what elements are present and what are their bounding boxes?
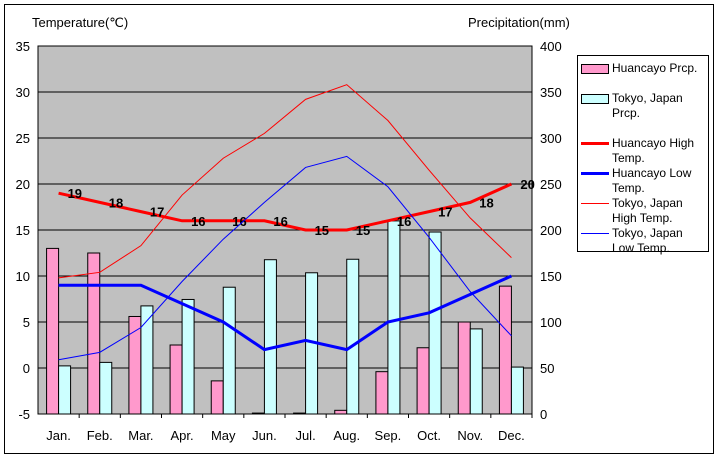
legend-item: Huancayo Low Temp.: [581, 166, 707, 196]
data-label: 15: [315, 223, 329, 238]
data-label: 20: [520, 177, 534, 192]
left-tick-label: 35: [16, 39, 30, 54]
legend-item: Tokyo, Japan Prcp.: [581, 91, 707, 121]
bar-tokyo-japan-prcp-: [428, 231, 442, 415]
right-tick-label: 400: [540, 39, 562, 54]
data-label: 19: [68, 186, 82, 201]
legend-swatch: [581, 226, 609, 241]
data-label: 16: [232, 214, 246, 229]
bar-tokyo-japan-prcp-: [222, 286, 236, 415]
legend-swatch: [581, 196, 609, 211]
bar-tokyo-japan-prcp-: [387, 220, 401, 415]
data-label: 18: [479, 195, 493, 210]
legend-label: Huancayo Prcp.: [612, 61, 698, 75]
legend-label: Tokyo, Japan High Temp.: [612, 196, 683, 225]
legend-item: Tokyo, Japan High Temp.: [581, 196, 707, 226]
data-label: 16: [191, 214, 205, 229]
bar-tokyo-japan-prcp-: [58, 365, 72, 415]
left-tick-label: 5: [23, 315, 30, 330]
legend-label: Tokyo, Japan Low Temp.: [612, 226, 683, 255]
legend: Huancayo Prcp. Tokyo, Japan Prcp. Huancayo…: [577, 55, 709, 255]
right-tick-label: 100: [540, 315, 562, 330]
left-tick-label: 20: [16, 177, 30, 192]
left-axis-title: Temperature(℃): [32, 15, 128, 30]
line-huancayo-high-temp-: [58, 182, 513, 232]
data-label: 18: [109, 195, 123, 210]
right-tick-label: 150: [540, 269, 562, 284]
x-tick-label: Oct.: [417, 428, 441, 443]
line-tokyo-japan-high-temp-: [58, 84, 512, 279]
bar-huancayo-prcp-: [251, 412, 265, 415]
bar-huancayo-prcp-: [375, 371, 389, 415]
data-label: 17: [150, 205, 164, 220]
chart-frame: [4, 4, 714, 454]
x-tick-label: Feb.: [87, 428, 113, 443]
legend-item: Huancayo Prcp.: [581, 61, 707, 76]
legend-label: Tokyo, Japan Prcp.: [612, 91, 683, 120]
left-tick-label: 15: [16, 223, 30, 238]
legend-label: Huancayo Low Temp.: [612, 166, 692, 195]
x-tick-label: Nov.: [457, 428, 483, 443]
right-axis-title: Precipitation(mm): [468, 15, 570, 30]
bar-huancayo-prcp-: [87, 252, 101, 415]
bar-huancayo-prcp-: [498, 285, 512, 415]
bar-tokyo-japan-prcp-: [99, 361, 113, 415]
bar-huancayo-prcp-: [210, 380, 224, 415]
right-tick-label: 50: [540, 361, 554, 376]
legend-swatch: [581, 91, 609, 106]
legend-swatch: [581, 136, 609, 151]
x-tick-label: Jan.: [46, 428, 71, 443]
data-label: 17: [438, 205, 452, 220]
x-tick-label: Sep.: [375, 428, 402, 443]
data-label: 16: [397, 214, 411, 229]
x-tick-label: Dec.: [498, 428, 525, 443]
bar-huancayo-prcp-: [334, 409, 348, 415]
data-label: 15: [356, 223, 370, 238]
bar-huancayo-prcp-: [457, 321, 471, 415]
left-tick-label: 0: [23, 361, 30, 376]
left-tick-label: -5: [18, 407, 30, 422]
x-tick-label: Jul.: [295, 428, 315, 443]
bar-huancayo-prcp-: [416, 347, 430, 415]
right-tick-label: 350: [540, 85, 562, 100]
left-tick-label: 10: [16, 269, 30, 284]
bar-huancayo-prcp-: [46, 247, 60, 415]
right-tick-label: 300: [540, 131, 562, 146]
right-tick-label: 250: [540, 177, 562, 192]
x-tick-label: Apr.: [171, 428, 194, 443]
data-label: 16: [273, 214, 287, 229]
legend-swatch: [581, 61, 609, 76]
line-huancayo-low-temp-: [58, 274, 513, 352]
bar-huancayo-prcp-: [169, 344, 183, 415]
left-tick-label: 25: [16, 131, 30, 146]
legend-swatch: [581, 166, 609, 181]
legend-item: Tokyo, Japan Low Temp.: [581, 226, 707, 256]
bar-huancayo-prcp-: [293, 412, 307, 415]
x-tick-label: May: [211, 428, 236, 443]
x-tick-label: Mar.: [128, 428, 153, 443]
line-tokyo-japan-low-temp-: [58, 155, 512, 361]
right-tick-label: 200: [540, 223, 562, 238]
bar-tokyo-japan-prcp-: [346, 258, 360, 415]
right-tick-label: 0: [540, 407, 547, 422]
bar-tokyo-japan-prcp-: [181, 298, 195, 415]
bar-tokyo-japan-prcp-: [469, 328, 483, 415]
x-tick-label: Aug.: [333, 428, 360, 443]
x-tick-label: Jun.: [252, 428, 277, 443]
left-tick-label: 30: [16, 85, 30, 100]
legend-label: Huancayo High Temp.: [612, 136, 695, 165]
bar-tokyo-japan-prcp-: [510, 366, 524, 415]
legend-item: Huancayo High Temp.: [581, 136, 707, 166]
bar-tokyo-japan-prcp-: [263, 259, 277, 415]
bar-tokyo-japan-prcp-: [140, 305, 154, 415]
